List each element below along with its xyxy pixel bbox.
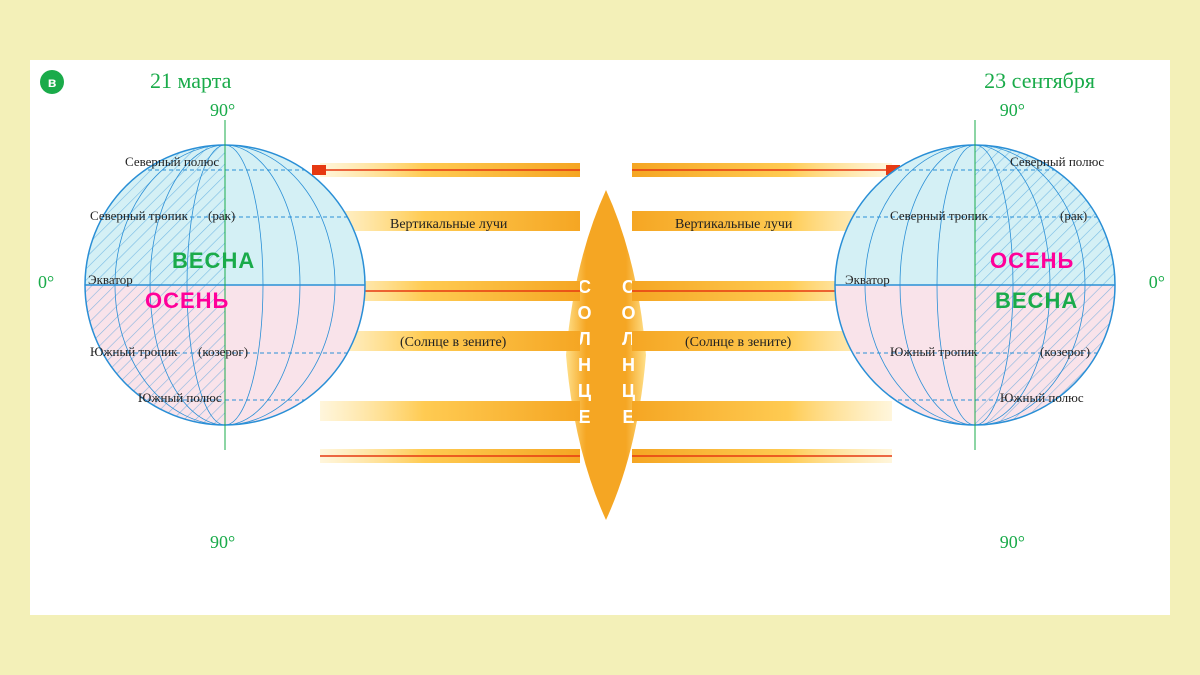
deg-left-zero: 0° bbox=[38, 272, 54, 293]
deg-left-top: 90° bbox=[210, 100, 235, 121]
season-right-spring: ВЕСНА bbox=[995, 288, 1078, 314]
lbl-right-stz: (козерог) bbox=[1040, 344, 1090, 360]
lbl-left-np: Северный полюс bbox=[125, 154, 219, 170]
ray-label-right-1: Вертикальные лучи bbox=[675, 217, 792, 233]
lbl-left-stz: (козерог) bbox=[198, 344, 248, 360]
lbl-right-eq: Экватор bbox=[845, 272, 890, 288]
deg-right-zero: 0° bbox=[1149, 272, 1165, 293]
lbl-left-eq: Экватор bbox=[88, 272, 133, 288]
lbl-left-ntz: (рак) bbox=[208, 208, 235, 224]
date-left: 21 марта bbox=[150, 68, 231, 94]
diagram-panel: в 21 марта 23 сентября 90° 90° 0° 90° 90… bbox=[30, 60, 1170, 615]
season-left-spring: ВЕСНА bbox=[172, 248, 255, 274]
lbl-left-st: Южный тропик bbox=[90, 344, 177, 360]
season-left-autumn: ОСЕНЬ bbox=[145, 288, 229, 314]
lbl-right-np: Северный полюс bbox=[1010, 154, 1104, 170]
lbl-left-sp: Южный полюс bbox=[138, 390, 222, 406]
lbl-left-nt: Северный тропик bbox=[90, 208, 188, 224]
ray-label-right-2: (Солнце в зените) bbox=[685, 335, 791, 351]
lbl-right-ntz: (рак) bbox=[1060, 208, 1087, 224]
lbl-right-sp: Южный полюс bbox=[1000, 390, 1084, 406]
ray-label-left-1: Вертикальные лучи bbox=[390, 217, 507, 233]
lbl-right-st: Южный тропик bbox=[890, 344, 977, 360]
ray-label-left-2: (Солнце в зените) bbox=[400, 335, 506, 351]
deg-right-bottom: 90° bbox=[1000, 532, 1025, 553]
panel-badge: в bbox=[40, 70, 64, 94]
deg-right-top: 90° bbox=[1000, 100, 1025, 121]
date-right: 23 сентября bbox=[984, 68, 1095, 94]
season-right-autumn: ОСЕНЬ bbox=[990, 248, 1074, 274]
lbl-right-nt: Северный тропик bbox=[890, 208, 988, 224]
deg-left-bottom: 90° bbox=[210, 532, 235, 553]
